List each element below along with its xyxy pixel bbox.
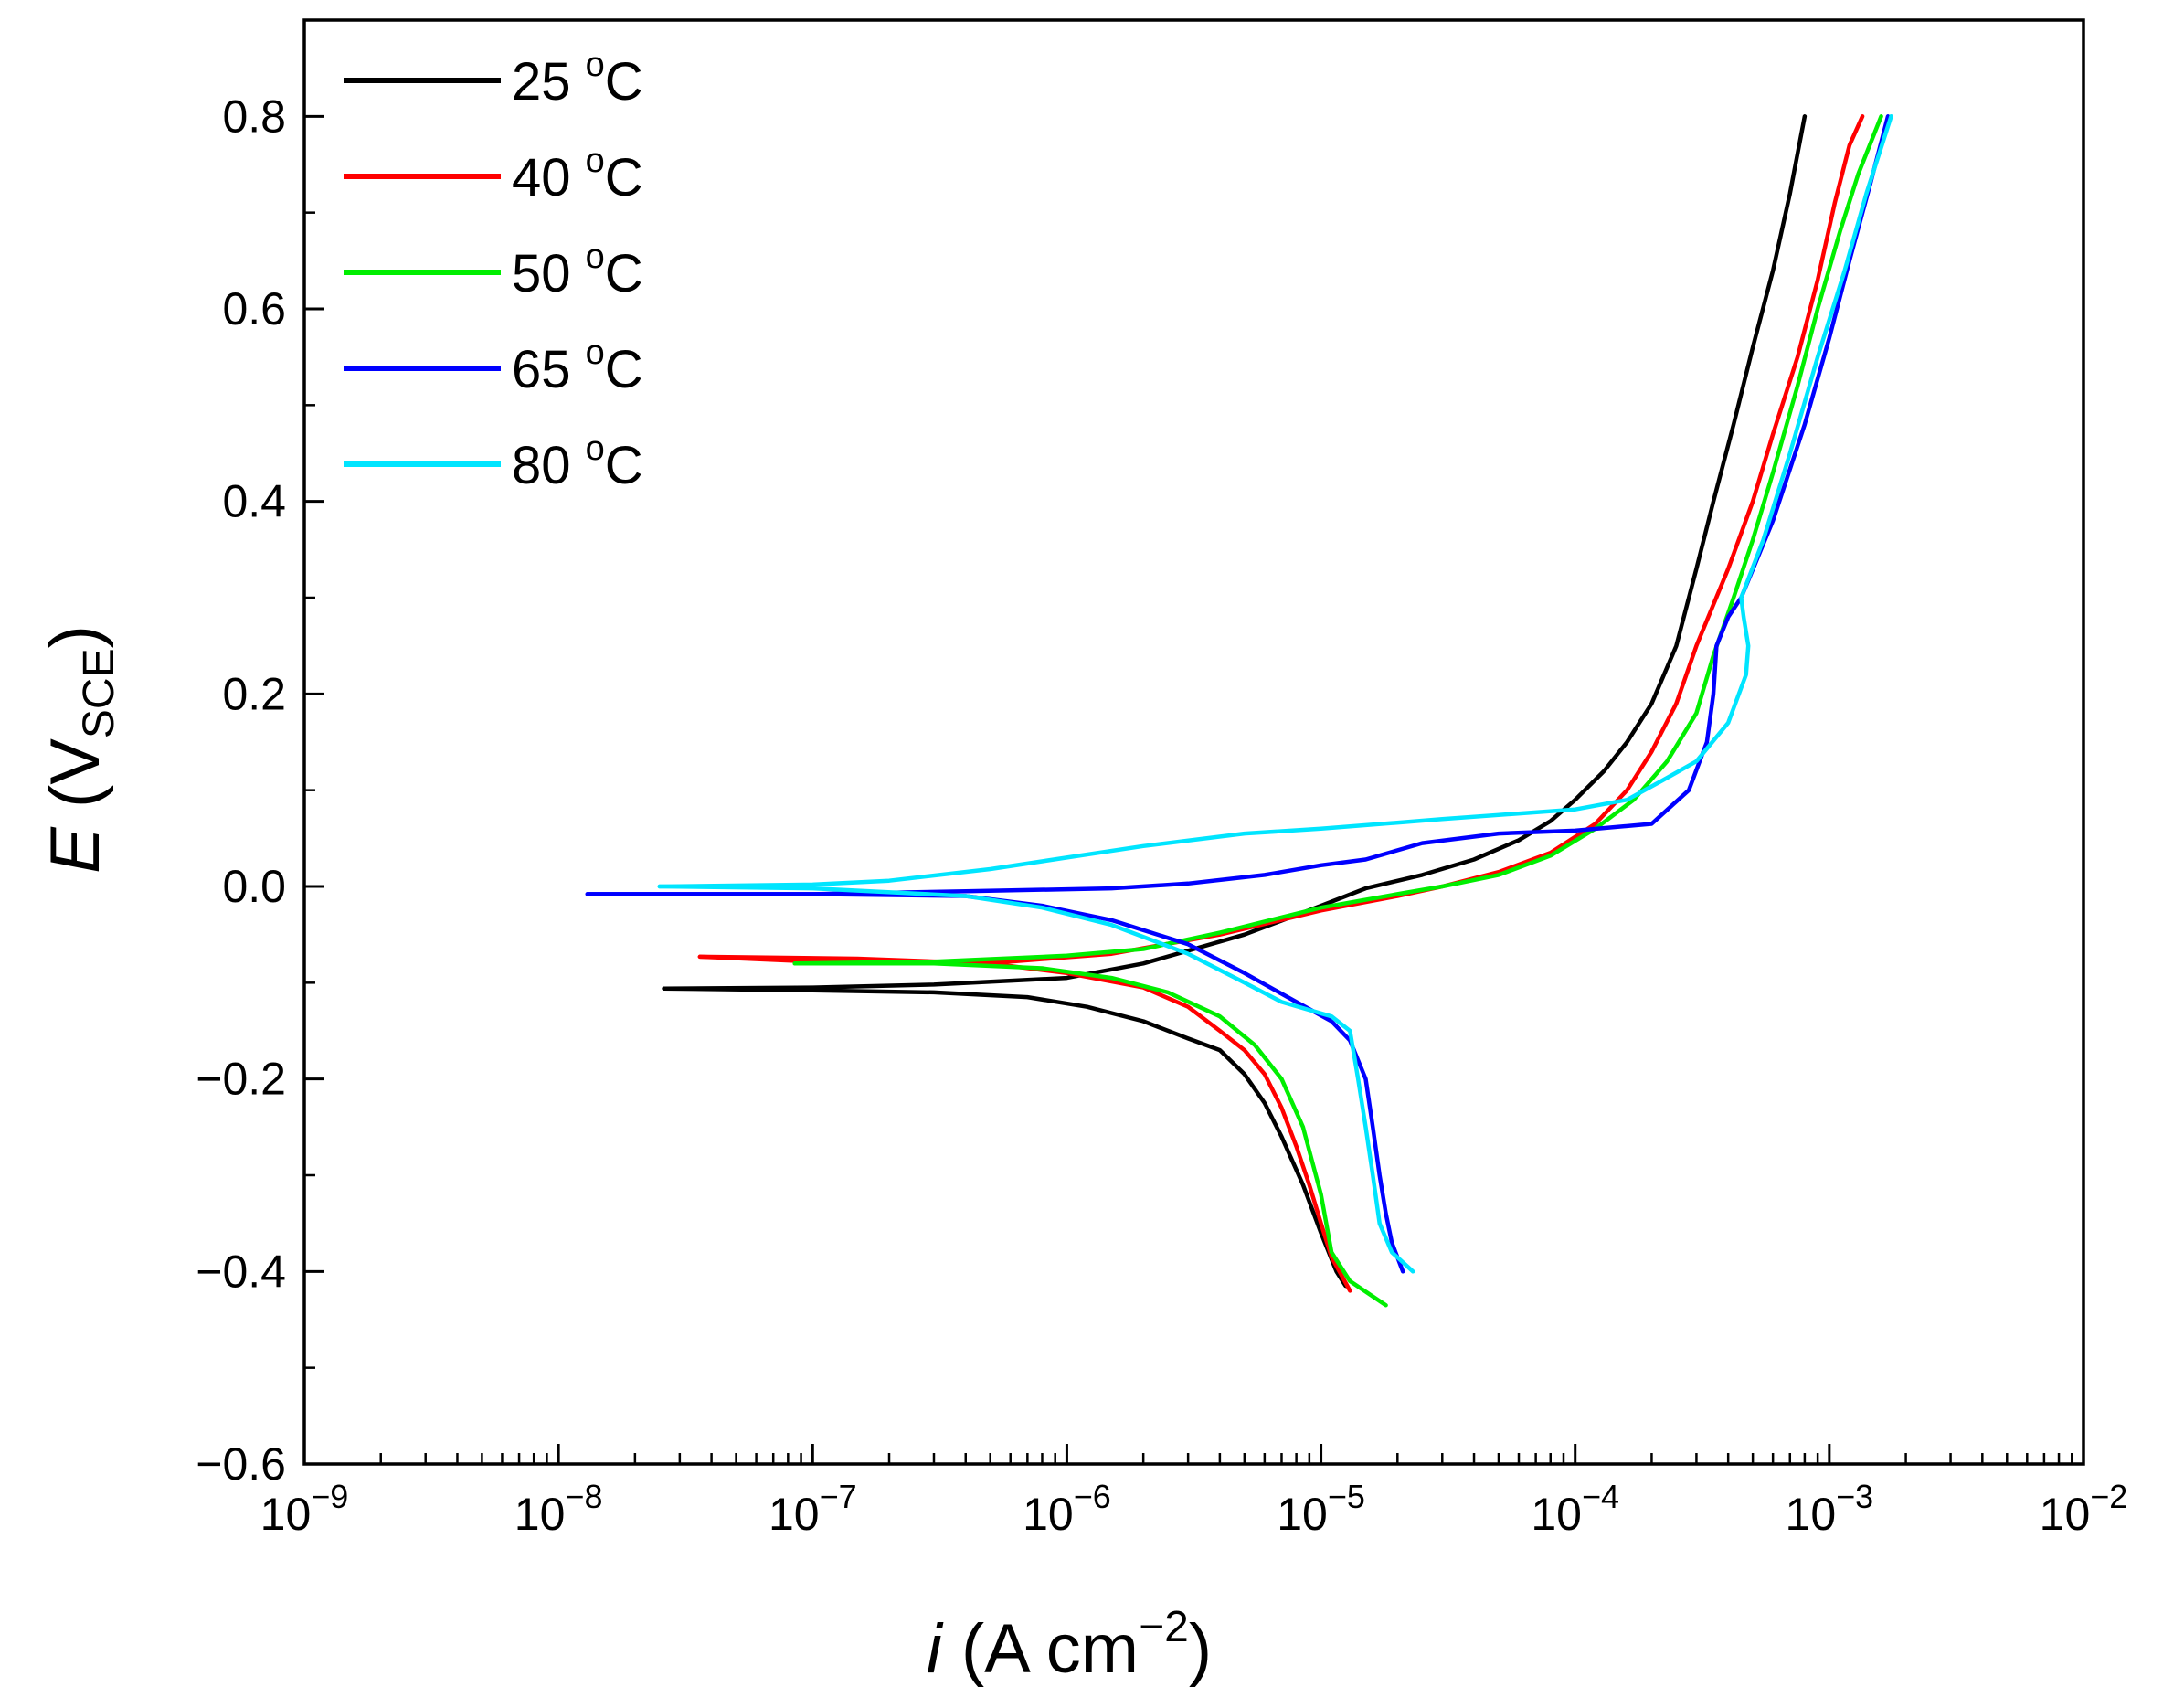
legend-label: 80 oC bbox=[512, 430, 643, 495]
legend-label: 65 oC bbox=[512, 334, 643, 399]
series-50C bbox=[792, 114, 1883, 1308]
x-tick-label: 10−6 bbox=[1023, 1478, 1111, 1540]
x-tick-exponent: −2 bbox=[2090, 1478, 2127, 1515]
x-tick-exponent: −4 bbox=[1582, 1478, 1619, 1515]
series-curves bbox=[585, 114, 1893, 1308]
x-tick-label: 10−2 bbox=[2040, 1478, 2128, 1540]
legend-temperature: 80 bbox=[512, 436, 586, 495]
legend-item-25C: 25 oC bbox=[344, 46, 643, 111]
x-tick-base: 10 bbox=[769, 1489, 820, 1540]
x-minor-ticks bbox=[379, 1453, 2073, 1464]
legend-label: 50 oC bbox=[512, 238, 643, 303]
x-tick-exponent: −5 bbox=[1328, 1478, 1365, 1515]
x-tick-base: 10 bbox=[1786, 1489, 1837, 1540]
x-tick-label: 10−7 bbox=[769, 1478, 857, 1540]
y-tick-label: −0.6 bbox=[196, 1438, 286, 1490]
legend-item-40C: 40 oC bbox=[344, 142, 643, 207]
x-tick-exponent: −6 bbox=[1074, 1478, 1111, 1515]
x-tick-base: 10 bbox=[514, 1489, 566, 1540]
legend-temperature: 40 bbox=[512, 148, 586, 207]
x-tick-exponent: −8 bbox=[565, 1478, 602, 1515]
x-tick-label: 10−9 bbox=[260, 1478, 349, 1540]
y-tick-labels: 0.8 0.6 0.4 0.2 0.0 −0.2 −0.4 −0.6 bbox=[196, 90, 286, 1490]
y-axis-title-close: ) bbox=[37, 625, 114, 648]
y-tick-label: 0.8 bbox=[222, 90, 286, 142]
x-axis-title: i (A cm−2) bbox=[927, 1603, 1212, 1688]
legend-item-80C: 80 oC bbox=[344, 430, 643, 495]
anodic-branch-80C bbox=[657, 114, 1893, 889]
x-axis-title-close: ) bbox=[1189, 1610, 1212, 1688]
anodic-branch-65C bbox=[585, 114, 1891, 896]
legend-unit: C bbox=[605, 148, 643, 207]
cathodic-branch-25C bbox=[662, 986, 1348, 1289]
legend-label: 40 oC bbox=[512, 142, 643, 207]
y-tick-label: 0.2 bbox=[222, 668, 286, 719]
x-tick-label: 10−4 bbox=[1531, 1478, 1619, 1540]
x-tick-label: 10−8 bbox=[514, 1478, 603, 1540]
y-tick-label: 0.4 bbox=[222, 476, 286, 527]
y-tick-label: −0.4 bbox=[196, 1246, 286, 1297]
legend-degree-mark: o bbox=[586, 238, 605, 276]
x-tick-base: 10 bbox=[1277, 1489, 1328, 1540]
legend-unit: C bbox=[605, 436, 643, 495]
y-tick-label: 0.6 bbox=[222, 283, 286, 334]
legend-label: 25 oC bbox=[512, 46, 643, 111]
y-axis-title: E (VSCE) bbox=[37, 625, 123, 874]
x-axis-title-unit: (A cm bbox=[942, 1610, 1139, 1688]
plot-frame bbox=[302, 18, 2085, 1466]
legend-degree-mark: o bbox=[586, 430, 605, 468]
legend-degree-mark: o bbox=[586, 46, 605, 84]
x-tick-base: 10 bbox=[2040, 1489, 2091, 1540]
anodic-branch-50C bbox=[792, 114, 1883, 966]
cathodic-branch-50C bbox=[792, 961, 1388, 1308]
legend-unit: C bbox=[605, 340, 643, 399]
x-tick-label: 10−5 bbox=[1277, 1478, 1365, 1540]
y-tick-label: −0.2 bbox=[196, 1054, 286, 1105]
cathodic-branch-80C bbox=[657, 884, 1415, 1274]
x-tick-exponent: −3 bbox=[1836, 1478, 1873, 1515]
x-tick-exponent: −7 bbox=[820, 1478, 857, 1515]
x-tick-base: 10 bbox=[1531, 1489, 1582, 1540]
x-tick-labels: 10−9 10−8 10−7 10−6 10−5 10−4 10−3 10−2 bbox=[260, 1478, 2128, 1540]
legend-unit: C bbox=[605, 52, 643, 111]
x-tick-base: 10 bbox=[1023, 1489, 1074, 1540]
x-tick-base: 10 bbox=[260, 1489, 312, 1540]
x-tick-exponent: −9 bbox=[311, 1478, 348, 1515]
x-axis-title-exponent: −2 bbox=[1139, 1603, 1189, 1651]
legend-item-50C: 50 oC bbox=[344, 238, 643, 303]
legend-degree-mark: o bbox=[586, 142, 605, 180]
x-tick-label: 10−3 bbox=[1786, 1478, 1874, 1540]
legend-temperature: 50 bbox=[512, 244, 586, 303]
legend-unit: C bbox=[605, 244, 643, 303]
legend-degree-mark: o bbox=[586, 334, 605, 372]
y-tick-label: 0.0 bbox=[222, 861, 286, 912]
y-axis-title-symbol: E bbox=[37, 826, 114, 874]
y-axis-title-unit: (V bbox=[37, 738, 114, 827]
series-80C bbox=[657, 114, 1893, 1274]
legend-item-65C: 65 oC bbox=[344, 334, 643, 399]
x-axis-title-symbol: i bbox=[927, 1610, 944, 1688]
legend-temperature: 65 bbox=[512, 340, 586, 399]
y-axis-title-subscript: SCE bbox=[75, 648, 123, 738]
legend-temperature: 25 bbox=[512, 52, 586, 111]
